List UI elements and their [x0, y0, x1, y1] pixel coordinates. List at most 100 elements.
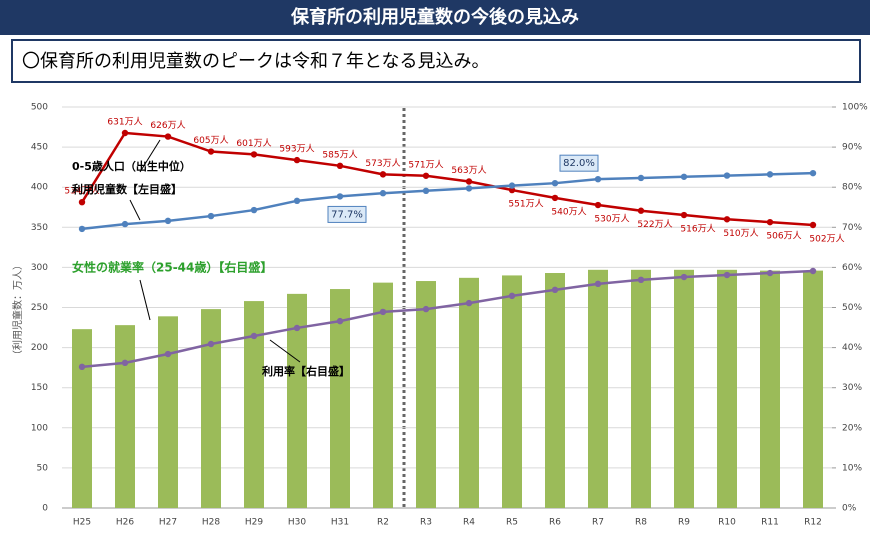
point [121, 129, 129, 137]
value-label-box [559, 154, 599, 172]
bar [588, 269, 608, 508]
point [164, 133, 172, 140]
value-label: 522万人 [637, 219, 672, 230]
series-line [81, 171, 814, 231]
y2-tick-label: 70% [842, 223, 862, 233]
y-tick-label: 150 [31, 383, 48, 393]
point [551, 179, 559, 187]
x-tick-label: R11 [761, 518, 779, 528]
bar [545, 273, 565, 508]
bar [287, 293, 307, 508]
arrow [269, 339, 301, 363]
value-label: 631万人 [107, 117, 142, 128]
point [379, 190, 387, 197]
value-label: 601万人 [236, 138, 271, 149]
value-label: 626万人 [150, 120, 185, 131]
x-tick-label: R5 [506, 518, 518, 528]
bar [244, 301, 264, 508]
value-label: 516万人 [680, 224, 715, 235]
y-tick-label: 400 [31, 183, 48, 193]
x-tick-label: R4 [463, 518, 475, 528]
x-tick-label: H27 [159, 518, 177, 528]
value-label: 540万人 [551, 206, 586, 217]
bar [631, 269, 651, 508]
point [637, 174, 645, 182]
point [680, 173, 688, 180]
point [594, 280, 602, 288]
point [422, 172, 430, 179]
x-tick-label: R3 [420, 518, 432, 528]
point [465, 178, 473, 185]
bar [717, 269, 737, 508]
value-label: 534万人 [64, 186, 99, 197]
x-tick-label: H29 [245, 518, 263, 528]
y2-tick-label: 30% [842, 383, 862, 393]
point [250, 151, 258, 158]
point [508, 182, 516, 189]
point [293, 324, 301, 332]
point [250, 332, 258, 340]
bar [803, 270, 823, 508]
bar [72, 329, 92, 508]
series-name: 0-5歳人口（出生中位） [72, 159, 191, 173]
page-title: 保育所の利用児童数の今後の見込み [290, 6, 579, 28]
y-tick-label: 300 [31, 263, 48, 273]
point [293, 197, 301, 205]
value-label: 82.0% [563, 158, 595, 169]
x-tick-label: R6 [549, 518, 561, 528]
point [164, 350, 172, 358]
x-tick-label: H28 [202, 518, 220, 528]
x-tick-label: R12 [804, 518, 822, 528]
arrow [129, 199, 141, 221]
value-label: 593万人 [279, 144, 314, 155]
y2-tick-label: 100% [842, 103, 868, 113]
point [723, 216, 731, 223]
y-tick-label: 500 [31, 103, 48, 113]
y2-tick-label: 90% [842, 143, 862, 153]
y-tick-label: 100 [31, 423, 48, 433]
point [336, 193, 344, 200]
point [637, 276, 645, 284]
value-label: 605万人 [193, 135, 228, 146]
point [723, 271, 731, 279]
point [336, 162, 344, 170]
bar [373, 282, 393, 508]
point [508, 186, 516, 194]
y2-tick-label: 50% [842, 303, 862, 313]
series-line [80, 131, 814, 227]
y-tick-label: 50 [37, 463, 49, 473]
point [78, 198, 86, 206]
point [422, 187, 430, 195]
x-tick-label: H25 [73, 518, 91, 528]
bar [760, 270, 780, 508]
bar [416, 281, 436, 508]
value-label: 563万人 [451, 165, 486, 176]
point [508, 292, 516, 300]
y-tick-label: 200 [31, 343, 48, 353]
arrow [139, 139, 161, 173]
value-label: 530万人 [594, 214, 629, 225]
point [78, 363, 86, 371]
point [809, 221, 817, 229]
point [121, 359, 129, 367]
x-tick-label: R2 [377, 518, 389, 528]
x-tick-label: H31 [331, 518, 349, 528]
arrow [139, 279, 151, 321]
value-label: 573万人 [365, 158, 400, 169]
x-tick-label: R8 [635, 518, 647, 528]
x-tick-label: R10 [718, 518, 736, 528]
point [379, 171, 387, 178]
x-tick-label: R9 [678, 518, 690, 528]
bar [330, 289, 350, 508]
y2-tick-label: 20% [842, 423, 862, 433]
y2-tick-label: 40% [842, 343, 862, 353]
point [207, 148, 215, 155]
bar [459, 277, 479, 508]
point [809, 169, 817, 177]
point [594, 201, 602, 209]
point [207, 340, 215, 348]
point [637, 207, 645, 214]
point [551, 286, 559, 294]
